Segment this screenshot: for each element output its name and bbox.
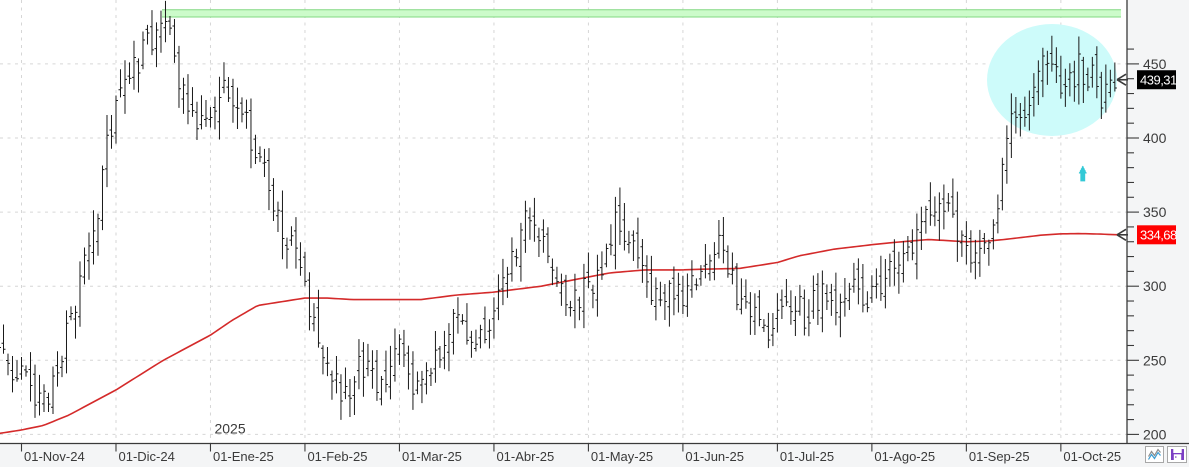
svg-text:01-Sep-25: 01-Sep-25 — [969, 449, 1030, 464]
svg-text:01-Dic-24: 01-Dic-24 — [118, 449, 174, 464]
svg-text:01-Feb-25: 01-Feb-25 — [307, 449, 367, 464]
svg-text:334,68: 334,68 — [1140, 227, 1177, 242]
svg-text:01-Jun-25: 01-Jun-25 — [685, 449, 744, 464]
svg-text:300: 300 — [1143, 278, 1167, 294]
svg-text:01-Ene-25: 01-Ene-25 — [213, 449, 274, 464]
svg-text:01-Mar-25: 01-Mar-25 — [402, 449, 462, 464]
svg-text:450: 450 — [1143, 56, 1167, 72]
svg-text:01-Ago-25: 01-Ago-25 — [874, 449, 935, 464]
svg-text:01-Oct-25: 01-Oct-25 — [1063, 449, 1121, 464]
svg-text:350: 350 — [1143, 204, 1167, 220]
svg-text:01-Jul-25: 01-Jul-25 — [780, 449, 834, 464]
svg-text:01-May-25: 01-May-25 — [591, 449, 653, 464]
svg-text:01-Nov-24: 01-Nov-24 — [24, 449, 85, 464]
svg-text:439,31: 439,31 — [1140, 72, 1177, 87]
svg-text:01-Abr-25: 01-Abr-25 — [496, 449, 554, 464]
svg-text:400: 400 — [1143, 130, 1167, 146]
svg-text:200: 200 — [1143, 426, 1167, 442]
svg-text:2025: 2025 — [214, 421, 245, 437]
svg-text:250: 250 — [1143, 352, 1167, 368]
